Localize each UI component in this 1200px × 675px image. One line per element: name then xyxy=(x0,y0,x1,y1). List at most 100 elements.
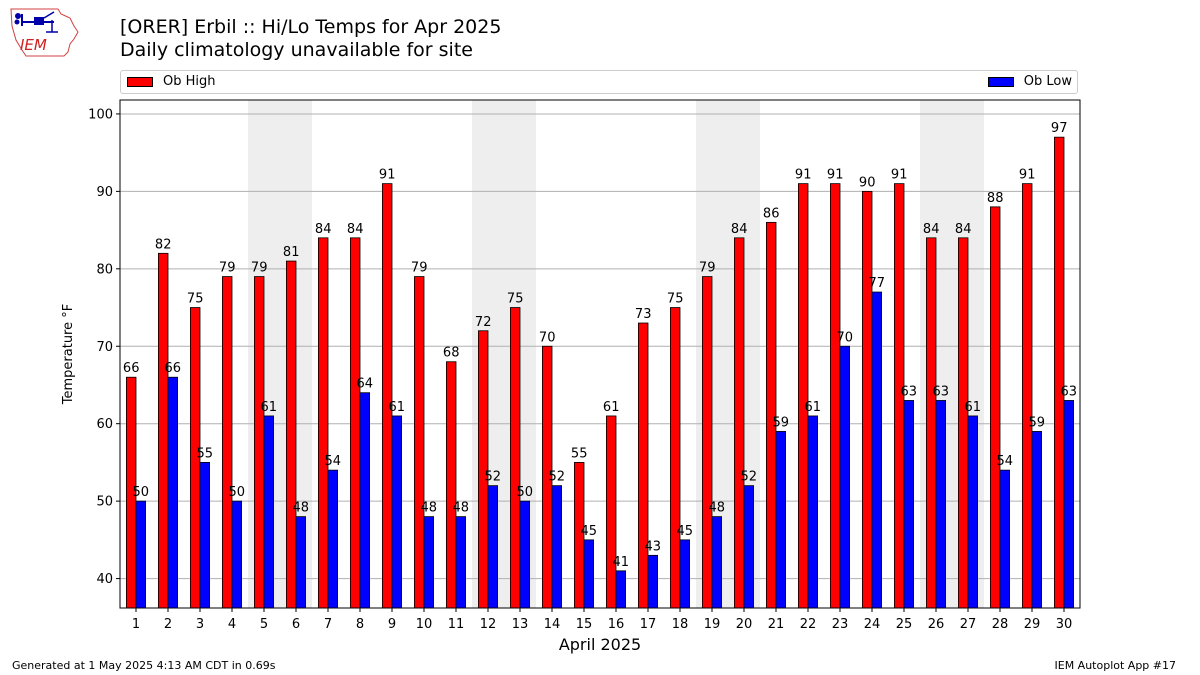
low-bar xyxy=(551,485,563,609)
low-data-label: 50 xyxy=(229,485,246,500)
low-bar xyxy=(743,485,755,609)
low-data-label: 77 xyxy=(869,276,886,291)
x-axis-ticks: 1 2 3 4 5 6 7 8 9 10 11 12 13 14 15 16 17 18 19 20 21 22 23 24 2… xyxy=(132,608,1072,632)
low-data-label: 48 xyxy=(421,501,438,516)
high-bar xyxy=(638,322,649,609)
chart-subtitle: Daily climatology unavailable for site xyxy=(120,39,473,61)
high-bar xyxy=(445,361,457,609)
high-data-label: 79 xyxy=(699,261,716,276)
low-bar xyxy=(711,516,723,609)
high-bar xyxy=(702,276,713,609)
low-bar xyxy=(455,516,467,609)
y-axis-ticks: 40 50 60 70 80 90 100 xyxy=(88,107,120,587)
low-bar xyxy=(583,539,595,609)
x-tick-label: 24 xyxy=(864,617,881,632)
high-bar xyxy=(606,415,617,609)
high-data-label: 75 xyxy=(667,292,684,307)
low-bar xyxy=(1063,400,1075,609)
high-data-label: 79 xyxy=(219,261,236,276)
high-bar xyxy=(990,206,1001,609)
iem-logo: IEM xyxy=(10,8,79,57)
low-bar xyxy=(135,500,147,609)
x-axis-label: April 2025 xyxy=(559,635,641,654)
high-bar xyxy=(317,237,329,609)
low-bar xyxy=(391,415,403,609)
low-bar xyxy=(327,469,339,609)
low-data-label: 43 xyxy=(645,539,662,554)
low-bar xyxy=(231,500,243,609)
low-bar xyxy=(999,469,1011,609)
low-data-label: 59 xyxy=(773,415,790,430)
x-tick-label: 17 xyxy=(640,617,657,632)
generated-timestamp: Generated at 1 May 2025 4:13 AM CDT in 0… xyxy=(12,659,276,672)
low-bar xyxy=(647,554,659,609)
low-data-label: 48 xyxy=(709,501,726,516)
high-bar xyxy=(830,183,841,609)
low-data-label: 63 xyxy=(1061,384,1078,399)
high-data-label: 84 xyxy=(923,222,940,237)
x-tick-label: 1 xyxy=(132,617,140,632)
x-tick-label: 18 xyxy=(672,617,689,632)
low-bar xyxy=(1031,431,1043,609)
y-tick-label: 70 xyxy=(96,340,113,355)
low-data-label: 61 xyxy=(965,400,982,415)
legend-item-high: Ob High xyxy=(127,74,216,90)
high-data-label: 79 xyxy=(411,261,428,276)
x-tick-label: 5 xyxy=(260,617,268,632)
high-data-label: 68 xyxy=(443,346,460,361)
chart-title: [ORER] Erbil :: Hi/Lo Temps for Apr 2025… xyxy=(120,16,501,62)
high-bar xyxy=(253,276,265,609)
high-data-label: 70 xyxy=(539,330,556,345)
y-tick-label: 90 xyxy=(96,185,113,200)
low-data-label: 59 xyxy=(1029,415,1046,430)
high-bar xyxy=(926,237,937,609)
low-bar xyxy=(679,539,691,609)
chart-title-line1: [ORER] Erbil :: Hi/Lo Temps for Apr 2025 xyxy=(120,16,502,38)
x-tick-label: 28 xyxy=(992,617,1009,632)
x-tick-label: 29 xyxy=(1024,617,1041,632)
x-tick-label: 3 xyxy=(196,617,204,632)
low-data-label: 54 xyxy=(325,454,342,469)
high-data-label: 75 xyxy=(187,292,204,307)
low-bar xyxy=(839,345,851,609)
x-tick-label: 20 xyxy=(736,617,753,632)
high-bar xyxy=(862,190,873,609)
high-data-label: 86 xyxy=(763,206,780,221)
high-bar xyxy=(413,276,425,609)
high-data-label: 61 xyxy=(603,400,620,415)
low-bar xyxy=(423,516,435,609)
high-data-label: 97 xyxy=(1051,121,1068,136)
low-data-label: 61 xyxy=(261,400,278,415)
x-tick-label: 11 xyxy=(448,617,465,632)
x-tick-label: 30 xyxy=(1056,617,1073,632)
low-data-label: 50 xyxy=(517,485,534,500)
x-tick-label: 4 xyxy=(228,617,236,632)
high-bar xyxy=(509,307,521,609)
x-tick-label: 27 xyxy=(960,617,977,632)
logo-text: IEM xyxy=(20,36,47,54)
high-bar xyxy=(1022,183,1033,609)
high-bar xyxy=(157,252,169,609)
high-data-label: 84 xyxy=(315,222,332,237)
high-bar xyxy=(221,276,233,609)
low-data-label: 64 xyxy=(357,377,374,392)
low-data-label: 55 xyxy=(197,446,214,461)
x-tick-label: 7 xyxy=(324,617,332,632)
high-data-label: 88 xyxy=(987,191,1004,206)
low-bar xyxy=(807,415,819,609)
legend-label-high: Ob High xyxy=(163,74,216,89)
x-tick-label: 23 xyxy=(832,617,849,632)
x-tick-label: 21 xyxy=(768,617,785,632)
app-credit: IEM Autoplot App #17 xyxy=(1054,659,1177,672)
x-tick-label: 22 xyxy=(800,617,817,632)
high-bar xyxy=(670,307,681,609)
x-tick-label: 14 xyxy=(544,617,561,632)
low-bar xyxy=(263,415,275,609)
y-axis-label: Temperature °F xyxy=(61,304,76,405)
legend-swatch-low xyxy=(987,77,1014,87)
high-data-label: 73 xyxy=(635,307,652,322)
high-data-label: 72 xyxy=(475,315,492,330)
high-data-label: 90 xyxy=(859,175,876,190)
low-data-label: 52 xyxy=(485,470,502,485)
